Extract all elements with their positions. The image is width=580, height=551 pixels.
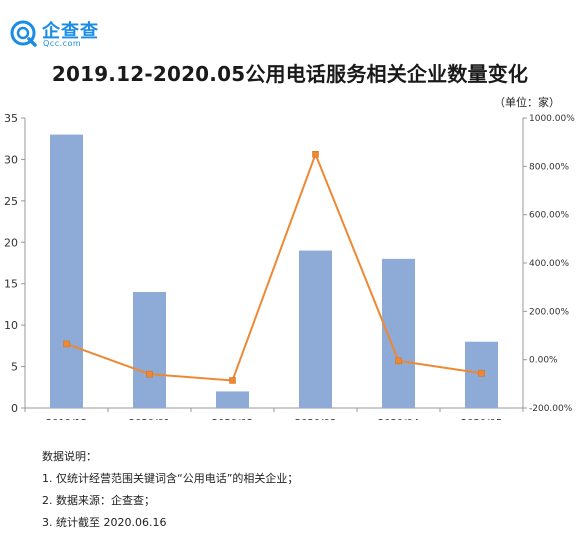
y-tick-label-right: -200.00% bbox=[529, 404, 573, 414]
line-point bbox=[146, 370, 153, 378]
y-tick-label-left: 5 bbox=[11, 361, 18, 374]
combo-chart: 0 5 10 15 20 25 30 35 -200.00% 0.00% 200.00% 400.00… bbox=[4, 112, 575, 420]
y-tick-label-left: 25 bbox=[4, 195, 18, 208]
data-notes: 数据说明： 1. 仅统计经营范围关键词含“公用电话”的相关企业； 2. 数据来源… bbox=[42, 446, 298, 534]
y-tick-label-right: 800.00% bbox=[529, 162, 569, 172]
unit-note: （单位：家） bbox=[494, 96, 560, 109]
line-point bbox=[229, 377, 236, 384]
brand-logo: 企查查 Qcc.com bbox=[9, 15, 119, 49]
y-tick-label-right: 0.00% bbox=[529, 356, 558, 366]
line-point bbox=[395, 357, 402, 365]
chart-title: 2019.12-2020.05公用电话服务相关企业数量变化 bbox=[51, 62, 529, 86]
bar bbox=[299, 250, 332, 408]
bar bbox=[216, 391, 249, 408]
x-tick-label: 2020/01 bbox=[129, 418, 171, 420]
y-tick-label-right: 600.00% bbox=[529, 211, 569, 221]
line-point bbox=[478, 369, 485, 377]
y-tick-label-left: 20 bbox=[4, 236, 18, 249]
y-tick-label-left: 30 bbox=[4, 153, 18, 166]
x-tick-label: 2019/12 bbox=[46, 418, 88, 420]
x-tick-label: 2020/02 bbox=[212, 418, 254, 420]
note-item: 3. 统计截至 2020.06.16 bbox=[42, 516, 167, 529]
logo-name: 企查查 bbox=[42, 21, 99, 42]
line-point bbox=[63, 340, 70, 348]
qcc-logo-icon bbox=[10, 20, 37, 47]
growth-line bbox=[66, 151, 482, 382]
note-item: 1. 仅统计经营范围关键词含“公用电话”的相关企业； bbox=[42, 472, 299, 485]
x-tick-label: 2020/04 bbox=[378, 418, 420, 420]
note-item: 2. 数据来源：企查查； bbox=[42, 494, 155, 507]
logo-sub: Qcc.com bbox=[43, 39, 82, 48]
line-point bbox=[312, 151, 319, 158]
y-tick-label-left: 15 bbox=[4, 278, 18, 291]
y-tick-label-left: 35 bbox=[4, 112, 18, 125]
y-tick-label-left: 0 bbox=[11, 402, 18, 415]
x-tick-label: 2020/03 bbox=[295, 418, 337, 420]
bar bbox=[50, 134, 83, 409]
y-tick-label-left: 10 bbox=[4, 319, 18, 332]
y-tick-label-right: 200.00% bbox=[529, 307, 569, 317]
bar bbox=[133, 292, 166, 408]
y-tick-label-right: 400.00% bbox=[529, 259, 569, 269]
notes-heading: 数据说明： bbox=[42, 450, 97, 463]
y-tick-label-right: 1000.00% bbox=[529, 114, 575, 124]
x-tick-label: 2020/05 bbox=[461, 418, 503, 420]
